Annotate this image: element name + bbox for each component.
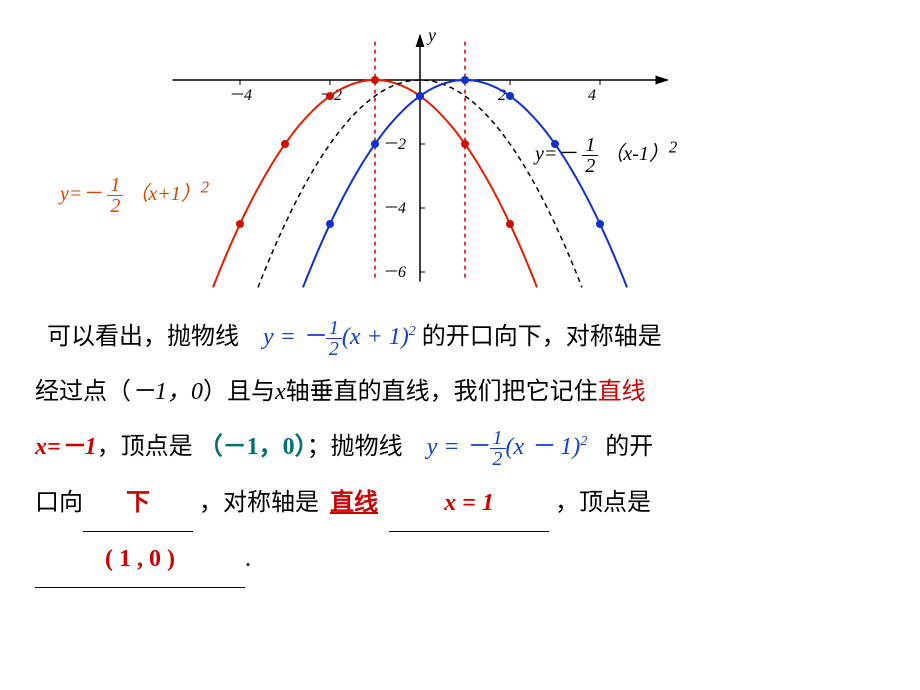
equation-label-left: y=－ 1 2 （x+1）2 [60,175,209,216]
svg-text:－2: －2 [382,136,406,153]
blank-direction: 下 [83,476,193,532]
explanation-text: 可以看出，抛物线 y = －12(x + 1)2 的开口向下，对称轴是 经过点（… [35,310,885,588]
eq-right-suffix: （x-1） [603,143,669,165]
line-4: 口向下 ，对称轴是直线x = 1 ，顶点是 [35,476,885,532]
line-3: x=－1，顶点是 （－1，0）；抛物线 y = －12(x － 1)2 的开 [35,420,885,475]
svg-text:－4: －4 [382,200,406,217]
line-1: 可以看出，抛物线 y = －12(x + 1)2 的开口向下，对称轴是 [35,310,885,365]
svg-text:－6: －6 [382,264,406,281]
t1b: 的开口向下，对称轴是 [422,324,662,350]
svg-text:y: y [426,25,436,45]
line-2: 经过点（－1，0）且与x轴垂直的直线，我们把它记住直线 [35,365,885,420]
blank-axis-word: 直线 [319,476,389,531]
t1: 可以看出，抛物线 [47,324,239,350]
inline-eq-1: y = －12(x + 1)2 [257,324,422,350]
svg-text:4: 4 [588,87,596,104]
eq-right-frac: 1 2 [582,135,598,176]
blank-vertex: ( 1 , 0 ) [35,532,245,588]
red-word-line: 直线 [598,379,646,405]
line-5: ( 1 , 0 ). [35,532,885,588]
inline-eq-2: y = －12(x － 1)2 [421,434,594,460]
red-xeq: x=－1 [35,434,97,460]
eq-left-frac: 1 2 [107,175,123,216]
blank-axis-eq: x = 1 [389,476,549,532]
eq-left-prefix: y=－ [60,183,102,205]
svg-text:－4: －4 [228,87,252,104]
eq-left-suffix: （x+1） [128,183,200,205]
eq-right-prefix: y=－ [535,143,577,165]
equation-label-right: y=－ 1 2 （x-1）2 [535,135,677,176]
teal-vertex: （－1，0） [199,434,307,460]
